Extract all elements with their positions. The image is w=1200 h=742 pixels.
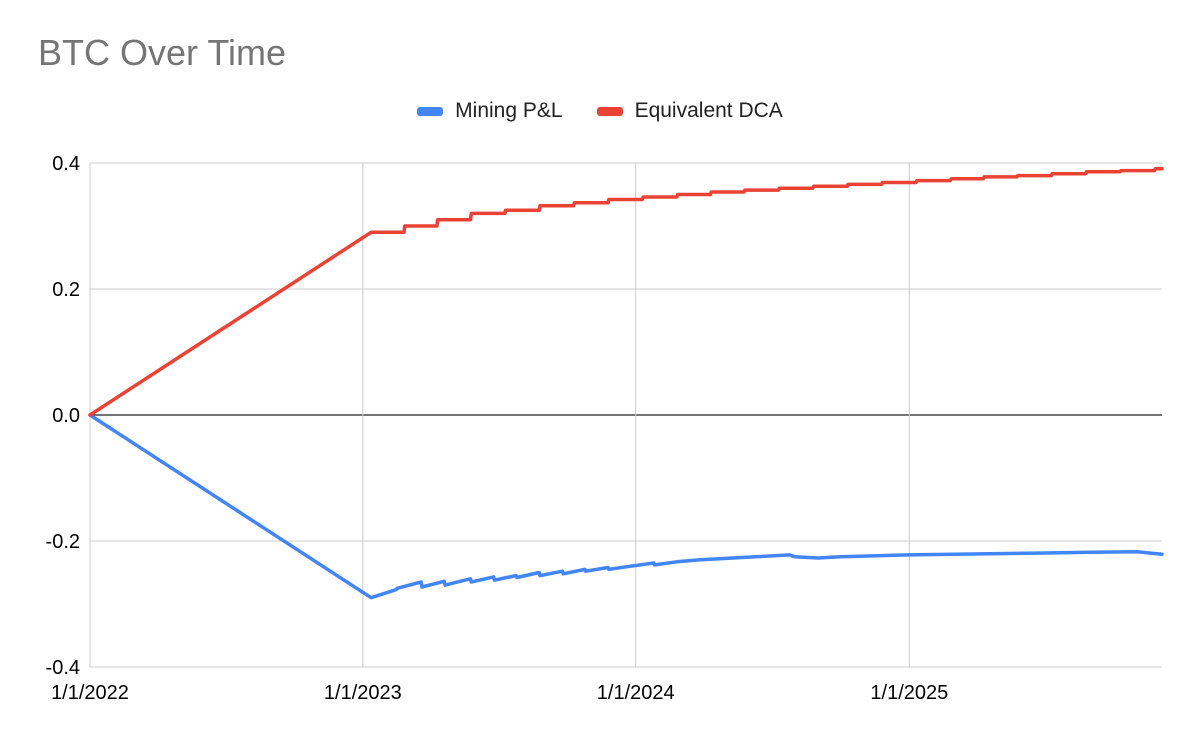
series-line-mining-pl: [88, 413, 1164, 600]
y-tick-label: -0.4: [46, 657, 80, 679]
legend-swatch-mining: [417, 106, 444, 116]
x-tick-label: 1/1/2024: [597, 682, 675, 704]
y-axis-ticks: 0.4 0.2 0.0 -0.2 -0.4: [46, 153, 80, 679]
legend-label-dca: Equivalent DCA: [634, 99, 783, 122]
series-lines: [88, 166, 1164, 600]
y-tick-label: 0.0: [52, 405, 80, 427]
chart-title: BTC Over Time: [38, 32, 287, 73]
x-axis-ticks: 1/1/2022 1/1/2023 1/1/2024 1/1/2025: [51, 682, 948, 704]
legend-label-mining: Mining P&L: [455, 99, 563, 122]
x-tick-label: 1/1/2025: [870, 682, 948, 704]
y-tick-label: 0.4: [52, 153, 80, 175]
legend-swatch-dca: [596, 106, 623, 116]
x-tick-label: 1/1/2022: [51, 682, 129, 704]
legend-item-dca[interactable]: Equivalent DCA: [596, 99, 783, 123]
grid-lines: [89, 162, 1162, 668]
legend-item-mining[interactable]: Mining P&L: [417, 99, 563, 123]
series-line-equivalent-dca: [88, 166, 1164, 417]
chart-legend: Mining P&L Equivalent DCA: [0, 99, 1200, 123]
y-tick-label: -0.2: [46, 531, 80, 553]
y-tick-label: 0.2: [52, 279, 80, 301]
x-tick-label: 1/1/2023: [324, 682, 402, 704]
